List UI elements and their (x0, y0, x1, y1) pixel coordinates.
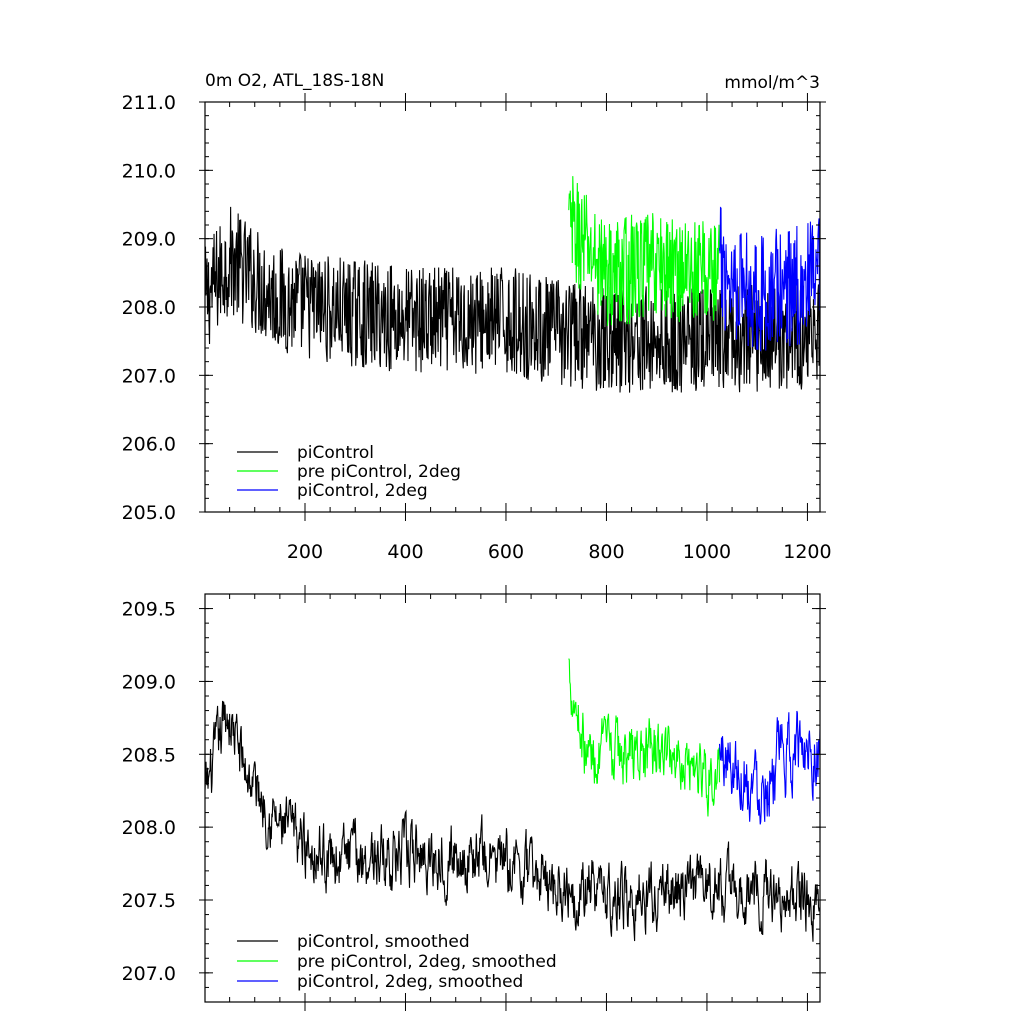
y-tick-label: 207.0 (122, 365, 176, 387)
y-tick-label: 208.5 (122, 744, 176, 766)
series-line-picontrol-2deg (718, 206, 820, 352)
y-tick-label: 210.0 (122, 160, 176, 182)
chart-title: 0m O2, ATL_18S-18N (205, 71, 384, 91)
legend-label: piControl (297, 443, 374, 463)
y-tick-label: 209.5 (122, 599, 176, 621)
x-tick-label: 200 (287, 541, 323, 563)
legend-label: piControl, 2deg (297, 481, 428, 501)
x-tick-label: 1200 (783, 541, 831, 563)
y-tick-label: 208.0 (122, 297, 176, 319)
y-tick-label: 207.0 (122, 963, 176, 985)
bottom-panel-chart: 207.0 207.5 208.0 208.5 209.0 209.5 piControl,… (122, 585, 826, 1011)
legend-label: piControl, 2deg, smoothed (297, 972, 523, 992)
x-tick-label: 400 (387, 541, 423, 563)
legend-label: pre piControl, 2deg (297, 462, 461, 482)
x-tick-label: 1000 (683, 541, 731, 563)
legend-label: piControl, smoothed (297, 932, 470, 952)
y-tick-label: 209.0 (122, 229, 176, 251)
units-label: mmol/m^3 (724, 73, 820, 93)
y-tick-label: 209.0 (122, 671, 176, 693)
top-panel-chart: 205.0 206.0 207.0 208.0 209.0 210.0 211.0 200 40… (122, 71, 832, 563)
series-line-picontrol (205, 206, 820, 393)
series-line-pre-picontrol-2deg-smoothed (568, 658, 721, 817)
series-line-picontrol-2deg-smoothed (718, 710, 820, 825)
y-tick-label: 208.0 (122, 817, 176, 839)
x-tick-label: 600 (488, 541, 524, 563)
y-tick-label: 211.0 (122, 92, 176, 114)
y-tick-label: 206.0 (122, 434, 176, 456)
legend-label: pre piControl, 2deg, smoothed (297, 952, 557, 972)
x-tick-label: 800 (588, 541, 624, 563)
series-line-picontrol-smoothed (205, 700, 820, 942)
series-line-pre-picontrol-2deg (568, 176, 721, 326)
y-tick-label: 205.0 (122, 502, 176, 524)
y-tick-label: 207.5 (122, 890, 176, 912)
